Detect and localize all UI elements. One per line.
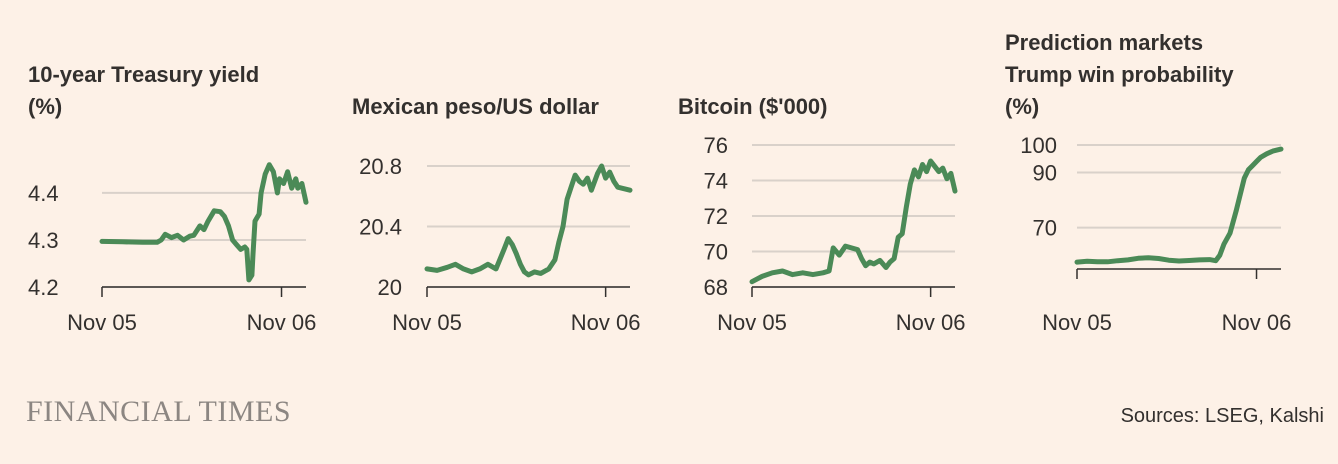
x-tick-label: Nov 05 [392,310,462,335]
chart-title-line: Bitcoin ($'000) [678,94,828,119]
series-line [99,162,309,283]
y-tick-label: 74 [704,169,728,194]
y-tick-label: 90 [1033,161,1057,186]
x-tick-label: Nov 06 [247,310,317,335]
series-line [424,163,633,278]
financial-times-logo: FINANCIAL TIMES [26,395,292,428]
x-tick-label: Nov 05 [717,310,787,335]
chart-panel-1: 10-year Treasury yield (%) 4.2 4.3 4.4 Nov 05… [28,62,316,335]
x-tick-label: Nov 05 [67,310,137,335]
chart-title-line: Trump win probability [1005,62,1234,87]
x-tick-label: Nov 06 [1222,310,1292,335]
x-tick-label: Nov 06 [571,310,641,335]
chart-panel-3: Bitcoin ($'000) 68 70 72 74 76 Nov 05 Nov 06 [678,94,965,335]
y-tick-label: 4.4 [28,181,59,206]
chart-title-line: 10-year Treasury yield [28,62,259,87]
y-tick-label: 20 [378,275,402,300]
y-tick-label: 72 [704,204,728,229]
y-tick-label: 20.8 [359,154,402,179]
y-tick-label: 70 [704,240,728,265]
x-tick-label: Nov 06 [896,310,966,335]
chart-title-line: Mexican peso/US dollar [352,94,599,119]
y-tick-label: 4.2 [28,275,59,300]
y-tick-label: 20.4 [359,215,402,240]
y-tick-label: 70 [1033,216,1057,241]
chart-panel-2: Mexican peso/US dollar 20 20.4 20.8 Nov 05 No… [352,94,640,335]
series-line [749,158,958,285]
y-tick-label: 68 [704,275,728,300]
chart-panel-4: Prediction markets Trump win probability (… [1005,30,1291,335]
chart-title-line: (%) [1005,94,1039,119]
series-line [1074,146,1284,265]
chart-title-line: Prediction markets [1005,30,1203,55]
sources-note: Sources: LSEG, Kalshi [1120,405,1324,427]
x-tick-label: Nov 05 [1042,310,1112,335]
y-tick-label: 76 [704,133,728,158]
chart-title-line: (%) [28,94,62,119]
y-tick-label: 4.3 [28,228,59,253]
y-tick-label: 100 [1020,133,1057,158]
